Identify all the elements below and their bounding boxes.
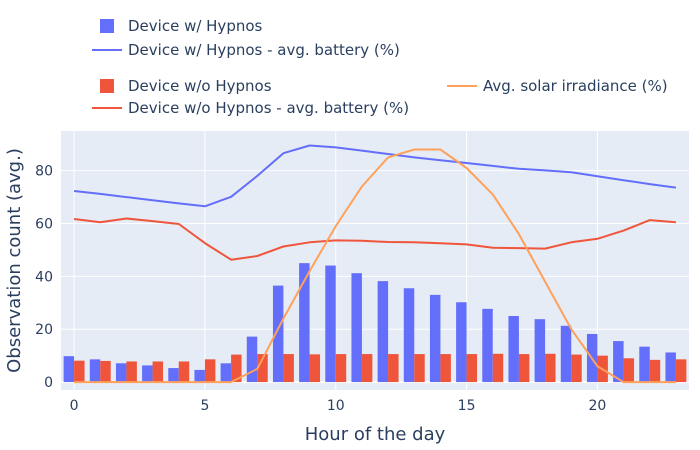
bar bbox=[142, 365, 153, 383]
bar bbox=[220, 363, 232, 383]
series-line bbox=[73, 217, 676, 261]
legend: Device w/ Hypnos Device w/ Hypnos - avg. … bbox=[92, 17, 668, 117]
y-axis-title: Observation count (avg.) bbox=[4, 148, 25, 373]
legend-swatch bbox=[100, 79, 114, 93]
x-axis-ticks: 0 5 10 15 20 bbox=[70, 398, 607, 414]
bar bbox=[508, 316, 519, 383]
bar bbox=[74, 360, 85, 383]
x-tick-label: 5 bbox=[200, 398, 209, 414]
bar bbox=[665, 352, 676, 383]
legend-label: Device w/ Hypnos bbox=[128, 17, 263, 35]
bar bbox=[377, 281, 389, 383]
bar bbox=[299, 263, 310, 383]
bar bbox=[126, 361, 137, 383]
bar bbox=[456, 302, 467, 383]
bar bbox=[335, 354, 347, 383]
bar bbox=[63, 356, 75, 383]
bar bbox=[115, 363, 127, 383]
bar bbox=[283, 354, 294, 383]
bar bbox=[518, 354, 530, 383]
bar bbox=[440, 354, 451, 383]
lines bbox=[73, 144, 677, 384]
bar bbox=[623, 358, 635, 383]
bar bbox=[89, 359, 101, 383]
legend-label: Device w/o Hypnos bbox=[128, 77, 272, 95]
bar bbox=[194, 369, 205, 383]
bar bbox=[100, 360, 111, 383]
bar bbox=[351, 273, 362, 383]
bar bbox=[361, 354, 373, 383]
bar bbox=[178, 361, 190, 383]
bar bbox=[613, 341, 624, 383]
bar bbox=[429, 294, 441, 383]
series-line bbox=[73, 144, 677, 208]
x-tick-label: 0 bbox=[70, 398, 79, 414]
series-line bbox=[74, 148, 676, 384]
y-tick-label: 40 bbox=[35, 269, 53, 285]
bar bbox=[482, 308, 493, 383]
bar bbox=[571, 354, 582, 383]
bar bbox=[231, 354, 242, 383]
bar bbox=[246, 336, 258, 383]
legend-swatch bbox=[100, 19, 114, 33]
x-axis-title: Hour of the day bbox=[305, 424, 446, 445]
bar bbox=[639, 346, 650, 383]
bar bbox=[492, 353, 504, 383]
bar bbox=[675, 359, 687, 383]
bar bbox=[414, 354, 425, 383]
y-tick-label: 0 bbox=[44, 375, 53, 391]
x-tick-label: 10 bbox=[327, 398, 345, 414]
bar bbox=[204, 359, 216, 383]
y-tick-label: 80 bbox=[35, 164, 53, 180]
bar bbox=[545, 353, 556, 383]
bar bbox=[325, 265, 336, 383]
bar bbox=[403, 288, 415, 383]
y-axis-ticks: 0 20 40 60 80 bbox=[35, 164, 53, 391]
bar bbox=[309, 354, 321, 383]
bar bbox=[272, 285, 284, 383]
bar bbox=[649, 359, 661, 383]
bar bbox=[152, 361, 164, 383]
legend-label: Device w/o Hypnos - avg. battery (%) bbox=[128, 99, 409, 117]
bar bbox=[534, 319, 546, 383]
y-tick-label: 20 bbox=[35, 322, 53, 338]
y-tick-label: 60 bbox=[35, 217, 53, 233]
x-tick-label: 20 bbox=[589, 398, 607, 414]
bar bbox=[168, 368, 179, 383]
bar bbox=[388, 354, 399, 383]
x-tick-label: 15 bbox=[458, 398, 476, 414]
legend-label: Avg. solar irradiance (%) bbox=[483, 77, 668, 95]
bar bbox=[560, 325, 572, 383]
bar bbox=[466, 354, 478, 383]
legend-label: Device w/ Hypnos - avg. battery (%) bbox=[128, 41, 400, 59]
bar bbox=[257, 354, 268, 383]
